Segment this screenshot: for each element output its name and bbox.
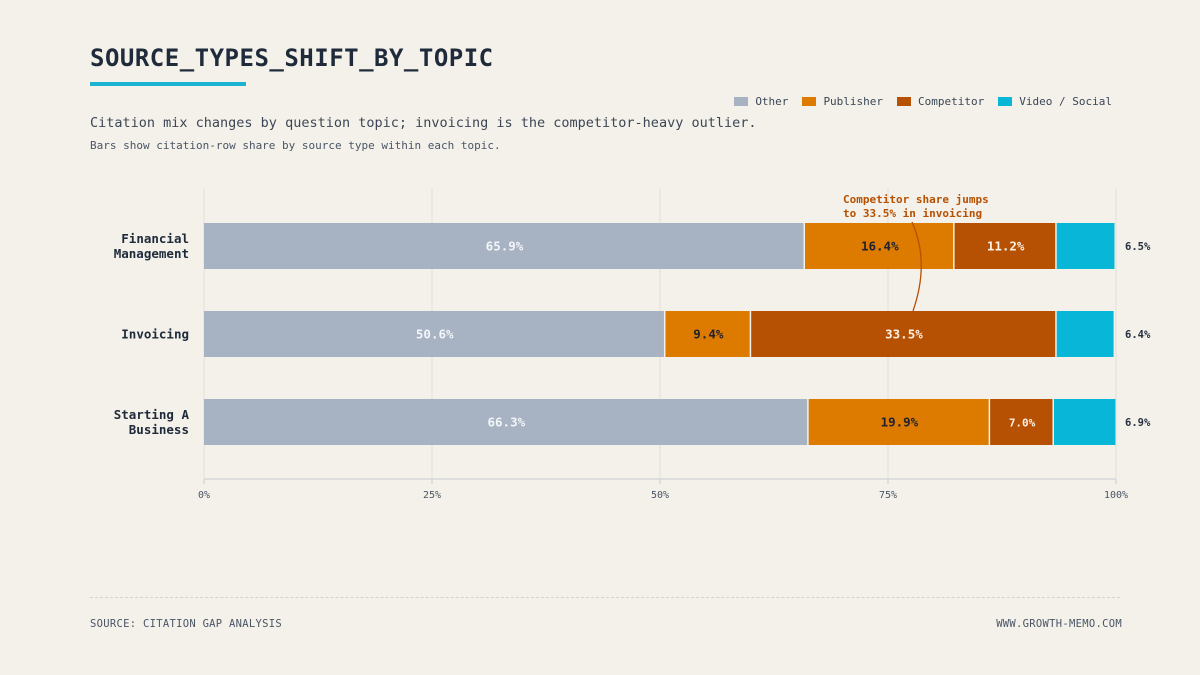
legend-item-competitor: Competitor [897,95,984,108]
legend-label-publisher: Publisher [823,95,884,108]
bar-other-starting-a-business [204,399,808,445]
chart-note: Bars show citation-row share by source t… [90,139,501,152]
legend-swatch-video-social [998,97,1013,106]
legend-swatch-publisher [802,97,817,106]
data-label-publisher-financial-management: 16.4% [861,239,899,254]
legend-item-other: Other [734,95,788,108]
annotation-connector [911,221,922,312]
data-label-publisher-invoicing: 9.4% [693,327,724,342]
category-label-line: Business [129,422,189,437]
data-label-other-starting-a-business: 66.3% [488,415,526,430]
title-underline [90,82,246,86]
legend-label-other: Other [755,95,789,108]
category-label-financial-management: Financial Management [114,231,189,261]
category-label-starting-a-business: Starting A Business [114,407,190,437]
data-label-video-social-invoicing: 6.4% [1125,329,1151,341]
data-label-video-social-starting-a-business: 6.9% [1125,417,1151,429]
bar-competitor-invoicing [751,311,1056,357]
data-label-competitor-invoicing: 33.5% [885,327,923,342]
bar-video-social-financial-management [1056,223,1115,269]
chart-subtitle: Citation mix changes by question topic; … [90,115,757,131]
annotation-text: Competitor share jumps to 33.5% in invoic… [843,193,989,220]
category-label-line: Starting A [114,407,190,422]
x-tick-label: 0% [198,490,210,501]
category-label-line: Financial [121,231,189,246]
x-tick-label: 25% [423,490,441,501]
data-label-competitor-financial-management: 11.2% [987,239,1025,254]
legend-label-competitor: Competitor [918,95,985,108]
stacked-bar-chart: 0% 25% 50% 75% 100% Financial Management 65.9% 1… [114,188,1151,501]
data-label-competitor-starting-a-business: 7.0% [1009,417,1036,430]
category-label-line: Management [114,246,189,261]
x-tick-label: 50% [651,490,669,501]
bar-competitor-starting-a-business [990,399,1053,445]
bar-publisher-financial-management [805,223,954,269]
bar-other-financial-management [204,223,804,269]
footer-divider [90,597,1120,598]
annotation-line: Competitor share jumps [843,193,989,206]
x-tick-label: 75% [879,490,897,501]
bar-publisher-starting-a-business [808,399,989,445]
legend: Other Publisher Competitor Video / Socia… [734,95,1112,108]
legend-swatch-other [734,97,749,106]
data-label-other-invoicing: 50.6% [416,327,454,342]
footer-source: SOURCE: CITATION GAP ANALYSIS [90,618,283,630]
category-label-line: Invoicing [121,327,189,342]
annotation-line: to 33.5% in invoicing [843,207,982,220]
data-label-other-financial-management: 65.9% [486,239,524,254]
x-tick-label: 100% [1104,490,1128,501]
bar-video-social-starting-a-business [1053,399,1116,445]
legend-item-video-social: Video / Social [998,95,1112,108]
footer-site: WWW.GROWTH-MEMO.COM [996,618,1122,630]
data-label-publisher-starting-a-business: 19.9% [881,415,919,430]
legend-item-publisher: Publisher [802,95,883,108]
category-label-invoicing: Invoicing [121,327,189,342]
data-label-video-social-financial-management: 6.5% [1125,241,1151,253]
chart-title: SOURCE_TYPES_SHIFT_BY_TOPIC [90,44,494,72]
legend-swatch-competitor [897,97,912,106]
bar-other-invoicing [204,311,664,357]
bar-competitor-financial-management [954,223,1056,269]
bar-video-social-invoicing [1056,311,1114,357]
bar-publisher-invoicing [665,311,750,357]
legend-label-video-social: Video / Social [1019,95,1112,108]
